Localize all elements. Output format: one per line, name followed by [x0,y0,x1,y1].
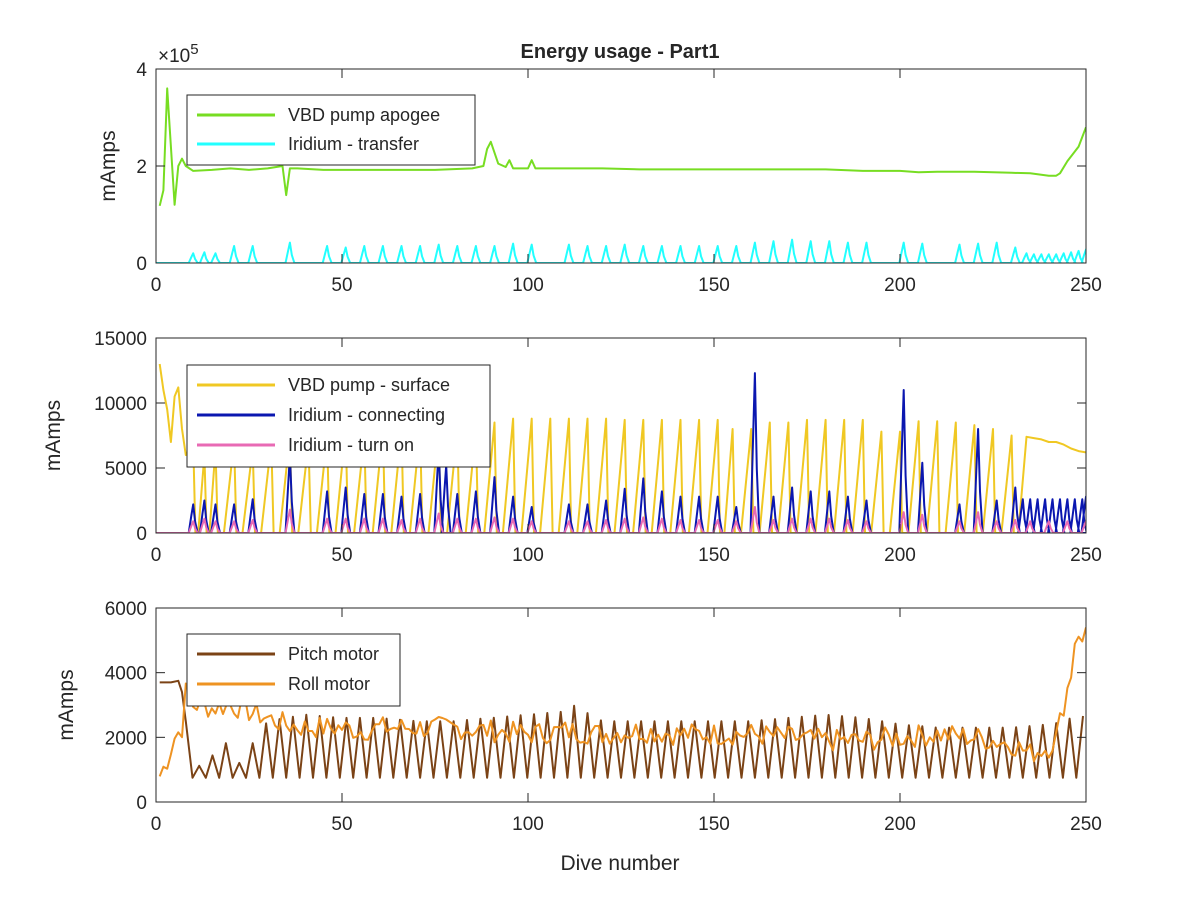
panel-bottom: 0 50 100 150 200 250 0 2000 4000 6000 mAmps Pitch m… [55,599,1102,835]
x-tick-label: 0 [151,275,162,296]
y-tick-label: 5000 [105,459,147,480]
y-tick-label: 6000 [105,599,147,620]
legend-label: Iridium - connecting [288,405,445,425]
legend-label: Iridium - transfer [288,134,419,154]
x-tick-label: 250 [1070,545,1102,566]
series-line-vbd-pump-apogee [158,87,1086,207]
x-tick-label: 150 [698,545,730,566]
legend-label: Iridium - turn on [288,435,414,455]
series-line-iridium-turn-on [156,506,1086,533]
y-axis-label: mAmps [55,669,78,740]
series-line-roll-motor [158,627,1086,777]
legend-box [186,633,401,707]
x-tick-label: 0 [151,545,162,566]
series-line-pitch-motor [159,679,1084,779]
y-tick-label: 4 [136,60,147,81]
x-tick-label: 150 [698,814,730,835]
legend-label: VBD pump apogee [288,105,440,125]
series-line-vbd-pump-surface [158,363,1086,533]
x-tick-label: 250 [1070,275,1102,296]
x-tick-label: 200 [884,275,916,296]
y-axis-label: mAmps [42,400,65,471]
legend-box [186,94,476,166]
series-group [156,87,1086,263]
series-line-iridium-transfer [156,238,1086,263]
x-tick-label: 50 [331,545,352,566]
x-tick-label: 200 [884,545,916,566]
y-tick-label: 10000 [94,394,147,415]
x-tick-label: 200 [884,814,916,835]
y-axis-label: mAmps [97,130,120,201]
y-exponent-power: 5 [190,41,198,58]
x-tick-label: 100 [512,275,544,296]
y-tick-label: 0 [136,793,147,814]
x-tick-label: 100 [512,545,544,566]
legend-label: Roll motor [288,674,370,694]
y-tick-label: 4000 [105,664,147,685]
y-tick-label: 15000 [94,329,147,350]
y-tick-label: 2 [136,157,147,178]
series-group [158,627,1086,779]
x-tick-label: 100 [512,814,544,835]
x-tick-label: 150 [698,275,730,296]
x-tick-label: 50 [331,814,352,835]
series-line-iridium-connecting [156,372,1086,533]
x-tick-label: 0 [151,814,162,835]
y-tick-label: 0 [136,524,147,545]
legend-label: VBD pump - surface [288,375,450,395]
x-axis-label: Dive number [560,852,679,875]
y-tick-label: 0 [136,254,147,275]
axes-box [155,607,1087,803]
legend-label: Pitch motor [288,644,379,664]
y-tick-label: 2000 [105,728,147,749]
x-tick-label: 50 [331,275,352,296]
figure-title: Energy usage - Part1 [521,41,720,63]
axes-box [155,337,1087,534]
series-group [156,363,1086,533]
x-tick-label: 250 [1070,814,1102,835]
panel-middle: 0 50 100 150 200 250 0 5000 10000 15000 mAmps VBD p… [42,329,1102,566]
